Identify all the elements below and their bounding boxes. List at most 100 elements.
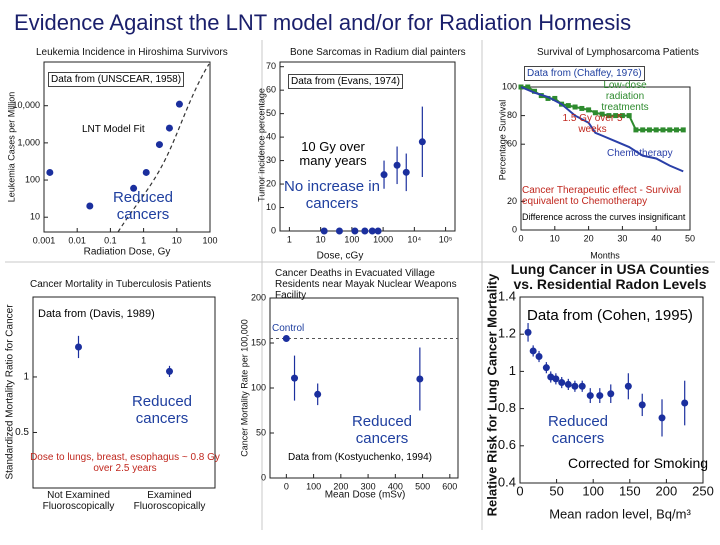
y-tick-label: 20 bbox=[507, 196, 517, 206]
fit-line bbox=[117, 63, 210, 233]
data-point bbox=[578, 382, 586, 390]
marker bbox=[640, 127, 646, 133]
annotation: Corrected for Smoking bbox=[568, 455, 709, 471]
data-point bbox=[282, 335, 290, 342]
annotation: Reduced cancers bbox=[112, 189, 174, 223]
chart-title: Bone Sarcomas in Radium dial painters bbox=[290, 47, 466, 58]
data-point bbox=[607, 390, 615, 398]
annotation: Reduced cancers bbox=[351, 413, 413, 447]
marker bbox=[579, 105, 585, 111]
marker bbox=[552, 95, 558, 101]
chart-title: Survival of Lymphosarcoma Patients bbox=[537, 47, 699, 58]
y-tick-label: 50 bbox=[266, 108, 276, 118]
plot-frame bbox=[32, 296, 216, 489]
x-tick-label: 100 bbox=[582, 483, 604, 498]
data-point bbox=[380, 171, 388, 179]
data-point bbox=[638, 401, 646, 409]
data-point bbox=[314, 390, 322, 398]
x-tick-label: 0.01 bbox=[68, 235, 86, 245]
x-tick-label: 30 bbox=[617, 233, 627, 243]
marker bbox=[680, 127, 686, 133]
y-tick-label: 1 bbox=[509, 363, 516, 378]
data-point bbox=[524, 328, 532, 336]
x-axis-label: Radiation Dose, Gy bbox=[84, 247, 171, 258]
data-point bbox=[320, 227, 328, 235]
slide-title: Evidence Against the LNT model and/or fo… bbox=[14, 10, 632, 35]
annotation: Data from (Cohen, 1995) bbox=[527, 307, 693, 324]
x-tick-label: 50 bbox=[549, 483, 563, 498]
y-axis-label: Tumor incidence percentage bbox=[256, 88, 266, 202]
x-tick-label: 40 bbox=[651, 233, 661, 243]
y-tick-label: 0.6 bbox=[498, 437, 516, 452]
chart-title: Leukemia Incidence in Hiroshima Survivor… bbox=[36, 47, 228, 58]
data-point bbox=[142, 168, 150, 176]
x-tick-label: 1 bbox=[287, 234, 292, 244]
chart-title: Lung Cancer in USA Counties vs. Resident… bbox=[510, 261, 710, 293]
data-point bbox=[535, 353, 543, 361]
x-tick-label: 100 bbox=[306, 481, 321, 491]
annotation: No increase in cancers bbox=[284, 178, 380, 212]
data-point bbox=[542, 364, 550, 372]
data-point bbox=[86, 202, 94, 210]
data-point bbox=[46, 168, 54, 176]
y-tick-label: 10,000 bbox=[12, 100, 40, 110]
y-tick-label: 1,000 bbox=[17, 137, 40, 147]
y-tick-label: 100 bbox=[251, 382, 266, 392]
x-tick-label: 300 bbox=[361, 481, 376, 491]
x-tick-label: 0 bbox=[516, 483, 523, 498]
y-tick-label: 80 bbox=[507, 110, 517, 120]
y-tick-label: 0 bbox=[271, 225, 276, 235]
data-point bbox=[658, 414, 666, 422]
data-point bbox=[393, 161, 401, 169]
marker bbox=[565, 103, 571, 109]
data-point bbox=[529, 347, 537, 355]
data-point bbox=[571, 382, 579, 390]
annotation: Data from (Davis, 1989) bbox=[38, 308, 155, 320]
data-point bbox=[418, 138, 426, 146]
annotation: Reduced cancers bbox=[547, 413, 609, 447]
x-tick-label: 10 bbox=[316, 234, 326, 244]
marker bbox=[572, 104, 578, 110]
data-point bbox=[335, 227, 343, 235]
data-point bbox=[166, 367, 173, 375]
data-point bbox=[681, 399, 689, 407]
annotation: 1.5 Gy over 5 weeks bbox=[562, 113, 623, 135]
data-point bbox=[368, 227, 376, 235]
data-point bbox=[416, 375, 424, 383]
plot-frame bbox=[520, 86, 691, 231]
x-tick-label: 200 bbox=[656, 483, 678, 498]
data-point bbox=[175, 100, 183, 108]
y-tick-label: 60 bbox=[507, 139, 517, 149]
marker bbox=[599, 111, 605, 117]
y-axis-label: Leukemia Cases per Million bbox=[6, 92, 16, 203]
chart-title: Cancer Deaths in Evacuated Village Resid… bbox=[275, 268, 457, 301]
x-axis-label: Dose, cGy bbox=[317, 251, 364, 262]
y-tick-label: 70 bbox=[266, 61, 276, 71]
y-tick-label: 40 bbox=[266, 131, 276, 141]
annotation: Data from (Evans, 1974) bbox=[288, 74, 403, 89]
legend-label: Chemotherapy bbox=[607, 148, 673, 159]
marker bbox=[626, 113, 632, 119]
y-tick-label: 150 bbox=[251, 337, 266, 347]
annotation: Data from (Kostyuchenko, 1994) bbox=[288, 452, 432, 463]
y-tick-label: 50 bbox=[256, 427, 266, 437]
y-axis-label: Standardized Mortality Ratio for Cancer bbox=[5, 304, 16, 480]
data-point bbox=[596, 392, 604, 400]
x-tick-label: 0 bbox=[284, 481, 289, 491]
data-point bbox=[75, 343, 82, 351]
x-tick-label: 0.1 bbox=[104, 235, 117, 245]
y-tick-label: 0.8 bbox=[498, 400, 516, 415]
y-axis-label: Percentage Survival bbox=[497, 100, 507, 181]
annotation: Dose to lungs, breast, esophagus ~ 0.8 G… bbox=[30, 452, 220, 474]
y-tick-label: 100 bbox=[25, 174, 40, 184]
marker bbox=[653, 127, 659, 133]
x-tick-label: Examined Fluoroscopically bbox=[133, 490, 206, 512]
control-label: Control bbox=[272, 323, 304, 334]
data-point bbox=[624, 382, 632, 390]
x-tick-label: 150 bbox=[619, 483, 641, 498]
y-tick-label: 60 bbox=[266, 85, 276, 95]
marker bbox=[532, 88, 538, 94]
annotation: Difference across the curves insignifica… bbox=[522, 213, 686, 222]
marker bbox=[545, 95, 551, 101]
